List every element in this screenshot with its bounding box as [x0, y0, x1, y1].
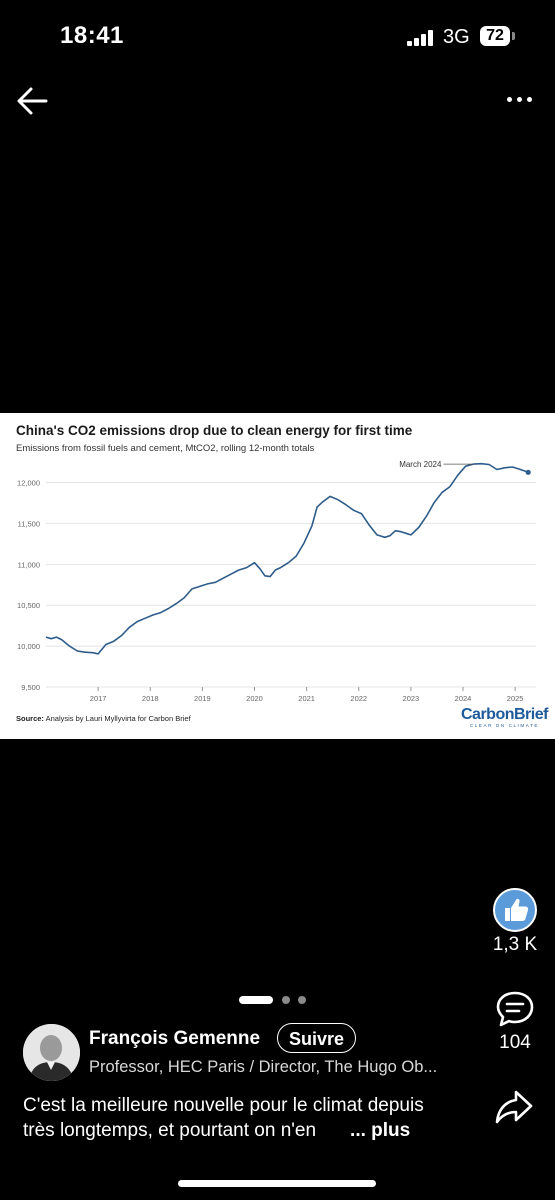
logo-text: CarbonBrief: [461, 706, 548, 723]
y-tick-label: 12,000: [17, 479, 40, 488]
x-tick-label: 2025: [507, 694, 524, 703]
network-type: 3G: [443, 26, 470, 48]
x-tick-label: 2024: [455, 694, 472, 703]
x-tick-label: 2019: [194, 694, 211, 703]
author-name[interactable]: François Gemenne: [89, 1028, 261, 1049]
avatar[interactable]: [23, 1024, 80, 1081]
chart-title: China's CO2 emissions drop due to clean …: [16, 423, 413, 438]
y-tick-label: 10,500: [17, 601, 40, 610]
carousel-dot[interactable]: [282, 996, 290, 1004]
x-tick-label: 2020: [246, 694, 263, 703]
carbonbrief-logo: CarbonBrief CLEAR ON CLIMATE: [461, 706, 548, 728]
source-label: Source:: [16, 714, 44, 723]
source-text: Analysis by Lauri Myllyvirta for Carbon …: [45, 714, 191, 723]
last-point-marker: [525, 469, 531, 475]
see-more-link[interactable]: ... plus: [350, 1120, 411, 1141]
status-time: 18:41: [60, 22, 124, 49]
carousel-dot-active[interactable]: [239, 996, 273, 1004]
caption-line-2-text: très longtemps, et pourtant on n'en: [23, 1120, 317, 1141]
follow-button[interactable]: Suivre: [277, 1023, 357, 1053]
home-indicator[interactable]: [178, 1180, 376, 1187]
post-caption[interactable]: C'est la meilleure nouvelle pour le clim…: [23, 1093, 483, 1143]
annotation-label: March 2024: [399, 460, 442, 469]
y-tick-label: 11,500: [18, 519, 40, 528]
logo-tagline: CLEAR ON CLIMATE: [469, 723, 539, 728]
avatar-image: [23, 1024, 80, 1081]
more-dots-icon[interactable]: [500, 90, 540, 110]
author-headline: Professor, HEC Paris / Director, The Hug…: [89, 1058, 438, 1076]
battery-icon: 72: [480, 26, 510, 46]
signal-icon: [407, 30, 435, 46]
like-button[interactable]: [493, 888, 537, 932]
like-count: 1,3 K: [492, 934, 538, 955]
emissions-line: [45, 462, 529, 655]
x-tick-label: 2022: [350, 694, 367, 703]
y-tick-label: 11,000: [18, 560, 40, 569]
share-icon[interactable]: [494, 1088, 534, 1126]
battery-tip: [512, 32, 515, 40]
back-arrow-icon[interactable]: [16, 84, 52, 118]
x-tick-label: 2017: [90, 694, 107, 703]
y-tick-label: 9,500: [21, 683, 40, 692]
x-tick-label: 2018: [142, 694, 159, 703]
chart-card[interactable]: China's CO2 emissions drop due to clean …: [0, 413, 555, 739]
x-tick-label: 2023: [403, 694, 420, 703]
caption-line-1: C'est la meilleure nouvelle pour le clim…: [23, 1095, 424, 1116]
chart-source: Source: Analysis by Lauri Myllyvirta for…: [16, 714, 191, 723]
x-tick-label: 2021: [298, 694, 315, 703]
y-tick-label: 10,000: [17, 642, 40, 651]
caption-line-2: très longtemps, et pourtant on n'en ... p…: [23, 1118, 483, 1143]
comment-count: 104: [499, 1032, 531, 1053]
comment-icon[interactable]: [495, 990, 535, 1028]
chart-subtitle: Emissions from fossil fuels and cement, …: [16, 443, 315, 454]
like-icon: [505, 898, 529, 921]
carousel-dot[interactable]: [298, 996, 306, 1004]
emissions-chart: 9,500 10,000 10,500 11,000 11,500 12,000 2017 2…: [17, 460, 536, 703]
